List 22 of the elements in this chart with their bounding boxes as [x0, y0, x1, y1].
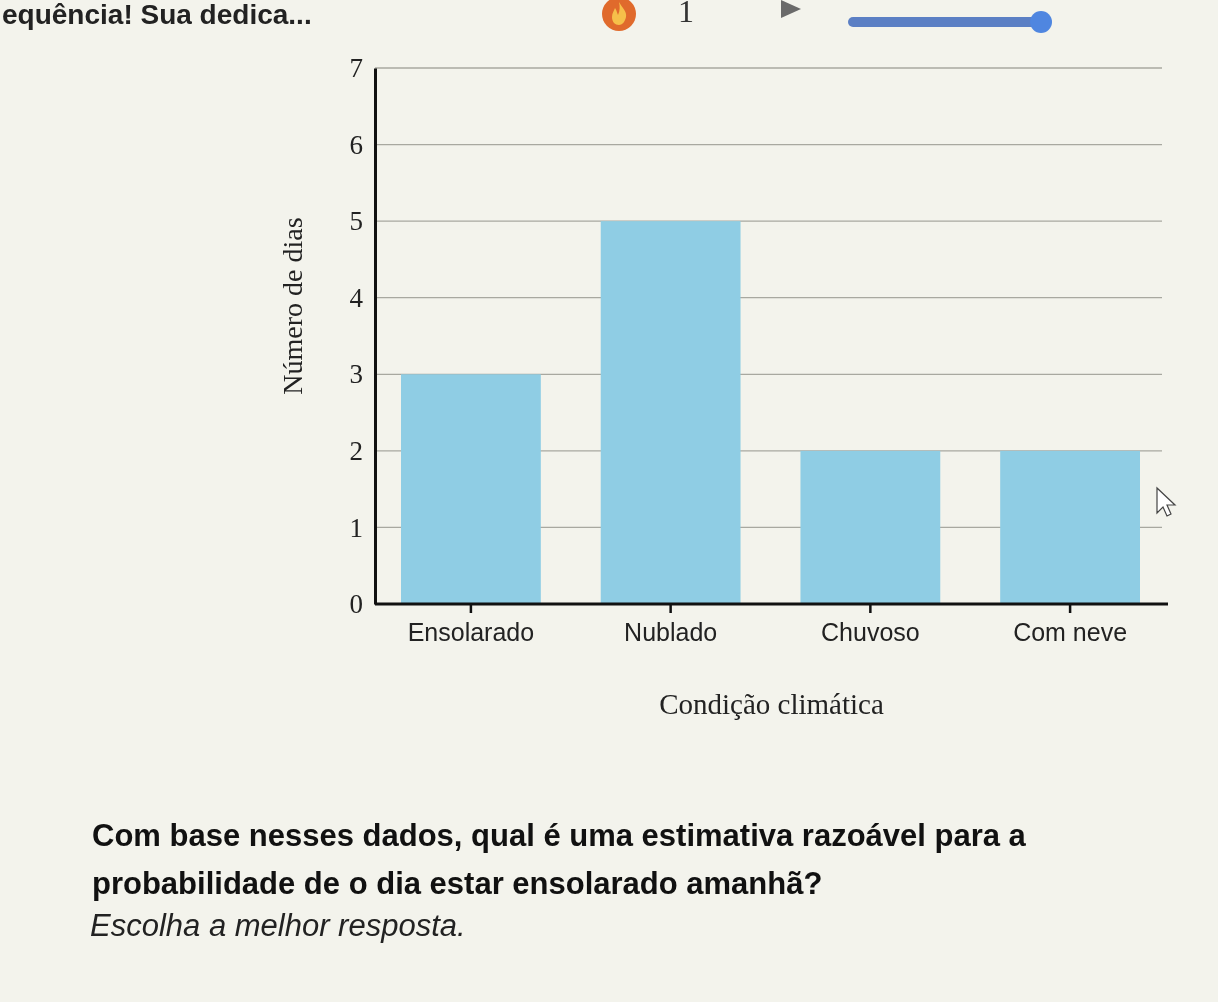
- y-tick-label: 2: [349, 436, 363, 466]
- bar: [401, 374, 541, 604]
- bar: [600, 221, 741, 604]
- y-tick-label: 5: [349, 206, 363, 237]
- y-tick-label: 3: [349, 359, 363, 390]
- text: Escolha a melhor resposta.: [90, 908, 466, 944]
- x-tick-label: Nublado: [624, 617, 718, 646]
- bar: [800, 450, 941, 604]
- text: Com base nesses dados, qual é uma estimativa razoável para a probabilidade de o dia estar ensolarado amanhã?: [92, 817, 1027, 903]
- y-tick-label: 1: [349, 512, 363, 543]
- bar: [1000, 450, 1140, 604]
- y-tick-label: 7: [349, 53, 363, 84]
- y-tick-label: 6: [349, 129, 363, 160]
- x-tick-label: Ensolarado: [407, 617, 535, 646]
- y-tick-label: 0: [349, 589, 363, 620]
- x-axis-title: Condição climática: [659, 688, 884, 720]
- y-axis-title: Número de dias: [277, 217, 308, 395]
- text: 1: [678, 0, 694, 29]
- y-tick-label: 4: [349, 282, 364, 313]
- text: equência! Sua dedica...: [2, 0, 312, 30]
- x-tick-label: Com neve: [1013, 617, 1128, 646]
- x-tick-label: Chuvoso: [821, 617, 920, 646]
